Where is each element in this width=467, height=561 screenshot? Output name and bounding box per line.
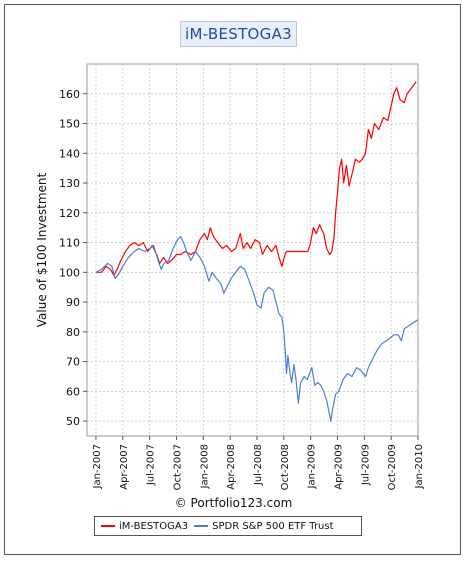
x-tick-label: Apr-2009 <box>333 444 344 490</box>
y-tick-label: 160 <box>59 88 80 101</box>
x-tick-label: Oct-2009 <box>387 444 398 490</box>
chart-frame <box>4 4 461 555</box>
x-tick-label: Oct-2007 <box>172 444 183 490</box>
x-tick-label: Jul-2009 <box>360 444 371 486</box>
y-tick-label: 50 <box>66 415 80 428</box>
x-tick-label: Jan-2009 <box>307 444 318 489</box>
x-tick-label: Jul-2007 <box>146 444 157 486</box>
legend-swatch-series-2 <box>194 525 209 527</box>
legend-label-series-2: SPDR S&P 500 ETF Trust <box>212 520 334 532</box>
x-tick-label: Jan-2010 <box>414 444 425 489</box>
y-axis: 50 60 70 80 90 100 110 120 130 140 150 160 <box>59 88 87 428</box>
x-tick-label: Oct-2008 <box>280 444 291 490</box>
credit-text: © Portfolio123.com <box>174 496 293 510</box>
x-tick-label: Jan-2008 <box>199 444 210 489</box>
series-line-2 <box>95 236 418 422</box>
y-tick-label: 70 <box>66 356 80 369</box>
y-tick-label: 100 <box>59 266 80 279</box>
y-axis-label: Value of $100 Investment <box>35 172 49 327</box>
x-tick-label: Apr-2007 <box>119 444 130 490</box>
y-tick-label: 80 <box>66 326 80 339</box>
y-tick-label: 110 <box>59 237 80 250</box>
y-tick-label: 90 <box>66 296 80 309</box>
y-tick-label: 130 <box>59 177 80 190</box>
legend-item-series-1: iM-BESTOGA3 <box>101 521 188 532</box>
y-tick-label: 140 <box>59 147 80 160</box>
series-line-1 <box>95 81 417 276</box>
x-tick-label: Jul-2008 <box>253 444 264 486</box>
legend: iM-BESTOGA3 SPDR S&P 500 ETF Trust <box>94 516 362 536</box>
y-tick-label: 150 <box>59 118 80 131</box>
legend-item-series-2: SPDR S&P 500 ETF Trust <box>194 520 334 532</box>
legend-label-series-1: iM-BESTOGA3 <box>119 520 189 532</box>
chart-title-box: iM-BESTOGA3 <box>180 21 297 47</box>
legend-swatch-series-1 <box>101 525 115 527</box>
chart-title: iM-BESTOGA3 <box>185 25 292 43</box>
grid <box>87 64 419 436</box>
x-axis: Jan-2007 Apr-2007 Jul-2007 Oct-2007 Jan-2008… <box>92 436 425 490</box>
series-layer <box>95 81 418 422</box>
x-tick-label: Apr-2008 <box>226 444 237 490</box>
y-tick-label: 120 <box>59 207 80 220</box>
plot-area-border <box>86 63 419 437</box>
x-tick-label: Jan-2007 <box>92 444 103 489</box>
y-tick-label: 60 <box>66 385 80 398</box>
